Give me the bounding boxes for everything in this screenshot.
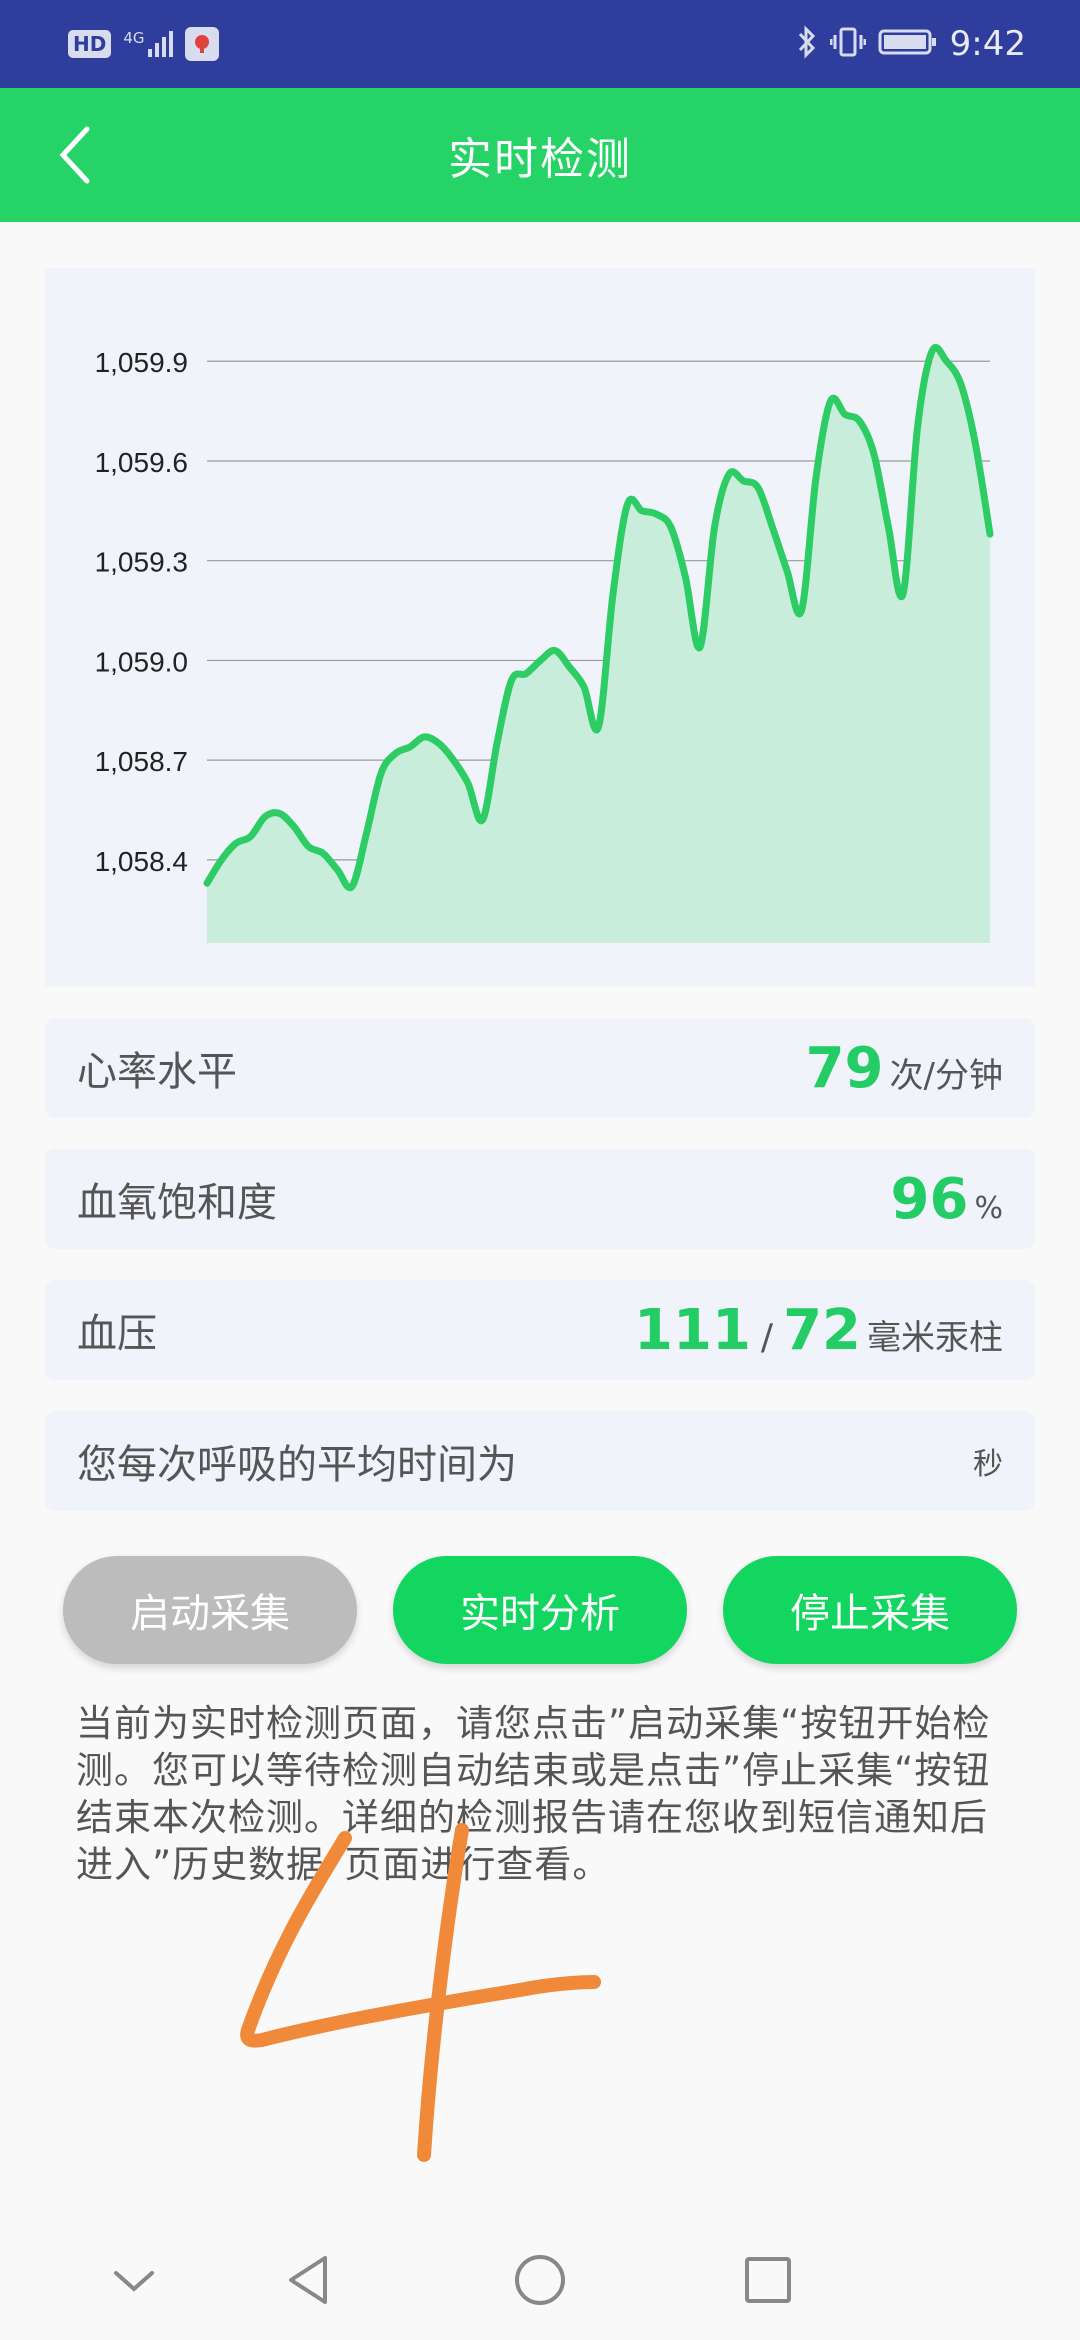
status-bar: HD 4G 9:42	[0, 0, 1080, 88]
home-circle-icon[interactable]	[500, 2240, 580, 2320]
back-button[interactable]	[40, 118, 110, 192]
y-tick-label: 1,058.7	[95, 746, 188, 777]
breath-time-label: 您每次呼吸的平均时间为	[77, 1442, 517, 1488]
back-triangle-icon[interactable]	[268, 2240, 348, 2320]
y-tick-label: 1,059.9	[95, 347, 188, 378]
heart-rate-unit: 次/分钟	[889, 1055, 1003, 1096]
realtime-analysis-button[interactable]: 实时分析	[393, 1556, 687, 1664]
collapse-chevron-icon[interactable]	[94, 2240, 174, 2320]
bluetooth-icon	[796, 25, 818, 63]
heart-rate-value: 79	[805, 1035, 884, 1101]
sim-app-icon	[184, 27, 219, 61]
network-type-label: 4G	[123, 29, 145, 47]
diastolic-value: 72	[783, 1297, 861, 1363]
page-title: 实时检测	[448, 134, 632, 185]
blood-pressure-label: 血压	[77, 1311, 157, 1357]
blood-pressure-unit: 毫米汞柱	[867, 1317, 1003, 1358]
breath-time-unit: 秒	[973, 1447, 1003, 1482]
y-tick-label: 1,059.3	[95, 547, 188, 578]
vibrate-icon	[829, 25, 867, 63]
heart-rate-row: 心率水平 79 次/分钟	[45, 1018, 1035, 1118]
y-tick-label: 1,059.0	[95, 646, 188, 677]
realtime-chart: 1,058.4 1,058.7 1,059.0 1,059.3 1,059.6 1,059…	[45, 268, 1035, 986]
chart-svg: 1,058.4 1,058.7 1,059.0 1,059.3 1,059.6 1,059…	[95, 343, 994, 944]
hd-icon: HD	[68, 30, 112, 58]
back-chevron-icon	[59, 126, 90, 184]
blood-oxygen-unit: %	[974, 1190, 1003, 1226]
start-collection-button[interactable]: 启动采集	[63, 1556, 357, 1664]
pressure-separator: /	[760, 1316, 774, 1358]
blood-oxygen-label: 血氧饱和度	[77, 1180, 277, 1226]
chart-series-line	[203, 343, 994, 892]
status-left: HD 4G	[68, 27, 219, 61]
blood-pressure-row: 血压 111 / 72 毫米汞柱	[45, 1280, 1035, 1380]
stop-collection-button[interactable]: 停止采集	[723, 1556, 1017, 1664]
clock: 9:42	[949, 24, 1026, 64]
instructions-text: 当前为实时检测页面，请您点击”启动采集“按钮开始检测。您可以等待检测自动结束或是…	[76, 1702, 991, 1886]
chart-area-fill	[207, 347, 990, 944]
blood-oxygen-row: 血氧饱和度 96 %	[45, 1149, 1035, 1249]
systolic-value: 111	[634, 1297, 751, 1363]
recents-square-icon[interactable]	[728, 2240, 808, 2320]
y-tick-label: 1,058.4	[95, 846, 188, 877]
breath-time-row: 您每次呼吸的平均时间为 秒	[45, 1411, 1035, 1511]
heart-rate-label: 心率水平	[77, 1049, 237, 1095]
battery-icon	[878, 27, 938, 61]
system-nav-bar	[0, 2220, 1080, 2340]
blood-oxygen-value: 96	[890, 1166, 969, 1232]
status-right: 9:42	[796, 24, 1026, 64]
signal-icon: 4G	[123, 29, 173, 57]
y-tick-label: 1,059.6	[95, 447, 188, 478]
app-header: 实时检测	[0, 88, 1080, 222]
